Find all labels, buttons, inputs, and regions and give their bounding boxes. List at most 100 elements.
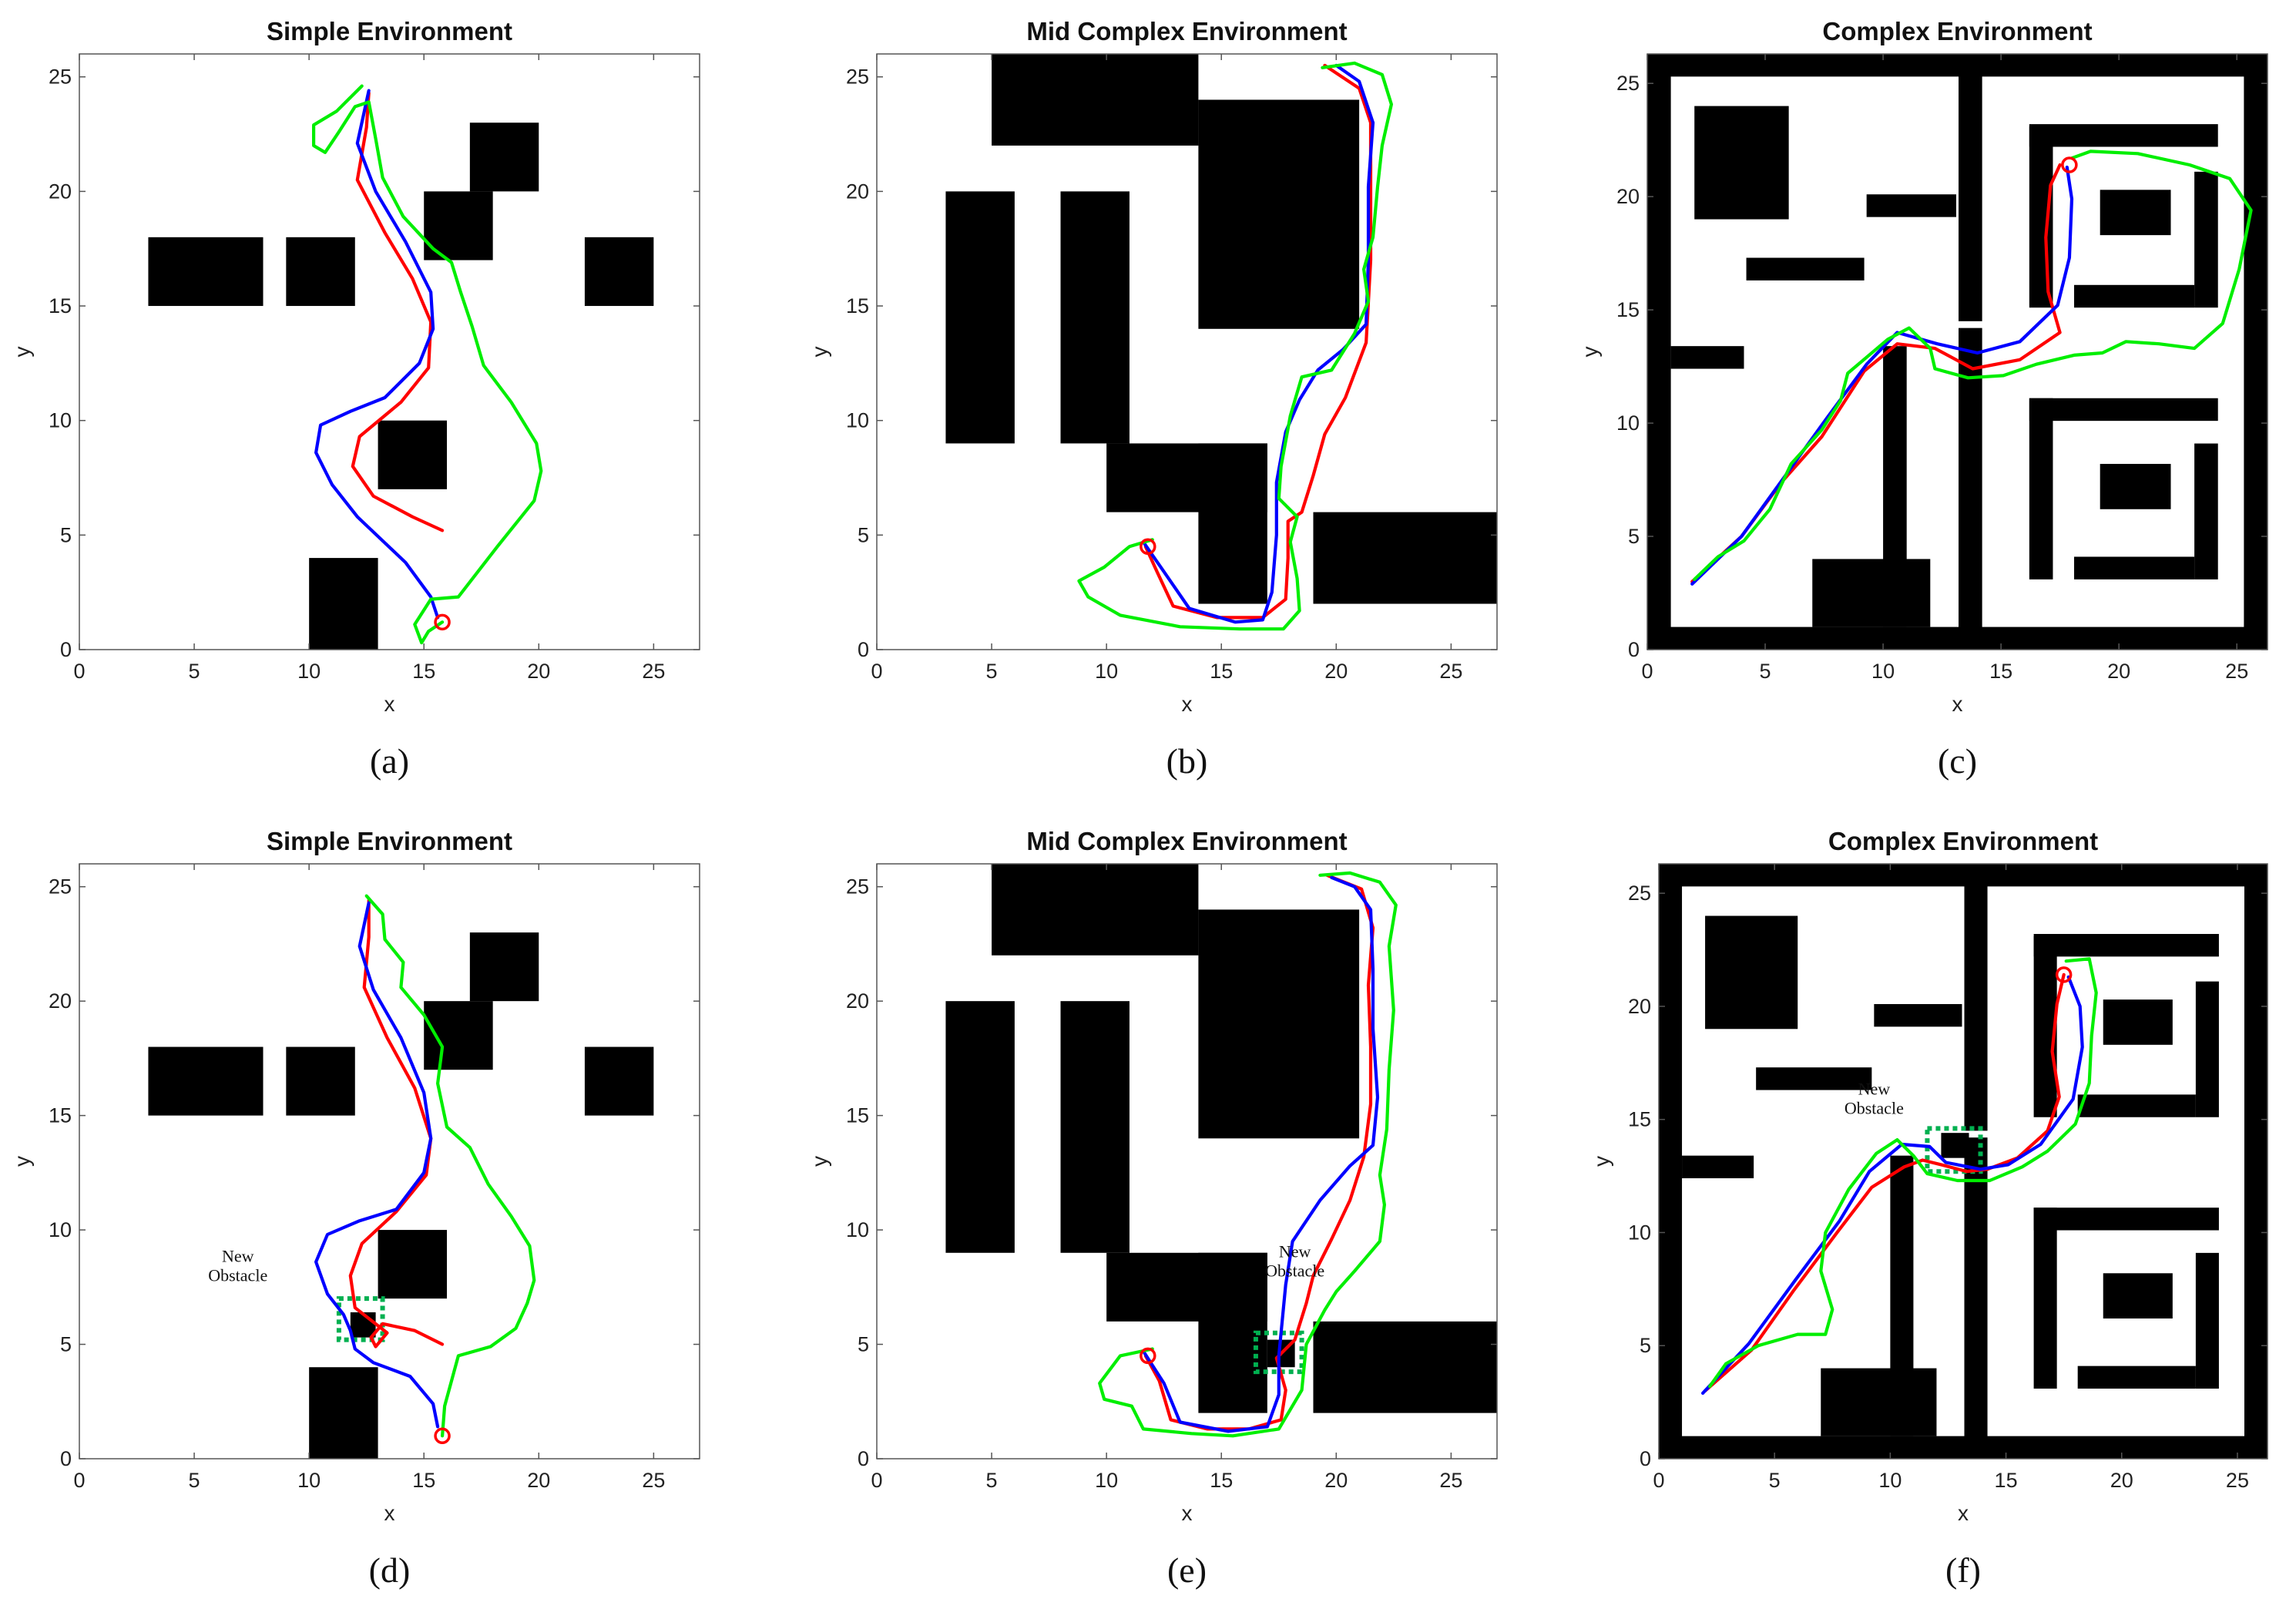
panel-c: 0 5 10 15 20 25 0 5 10 15 20 25 Complex Environment x…	[1578, 17, 2268, 781]
y-axis-label: y	[10, 1156, 34, 1167]
x-tick-label: 20	[527, 1469, 550, 1492]
y-tick-label: 20	[846, 180, 869, 203]
obstacle	[1060, 1001, 1130, 1253]
obstacle	[1682, 1155, 1754, 1179]
y-tick-label: 10	[846, 1218, 869, 1241]
y-tick-label: 20	[49, 180, 72, 203]
y-tick-label: 0	[858, 638, 869, 661]
obstacle	[1313, 1321, 1497, 1413]
obstacle	[1959, 72, 1982, 321]
new-obstacle	[1941, 1133, 1969, 1158]
x-axis-label: x	[1182, 692, 1193, 716]
obstacle	[1705, 915, 1798, 1030]
obstacle	[2029, 398, 2218, 422]
panel-title: Mid Complex Environment	[1026, 827, 1347, 855]
obstacle	[2029, 124, 2218, 147]
axes-frame	[876, 53, 1498, 650]
obstacle	[148, 237, 264, 307]
obstacle	[148, 1046, 264, 1116]
new-obstacle-box	[1925, 1126, 1983, 1174]
y-tick-label: 5	[858, 523, 869, 546]
obstacle	[1812, 559, 1931, 627]
x-tick-label: 5	[1769, 1469, 1781, 1492]
obstacle	[1874, 1003, 1962, 1027]
x-tick-label: 0	[73, 660, 85, 683]
x-tick-label: 10	[1878, 1469, 1902, 1492]
y-axis-label: y	[10, 347, 34, 358]
annotation-text: New	[1858, 1079, 1891, 1098]
obstacle	[1756, 1067, 1872, 1090]
x-tick-label: 20	[1324, 1469, 1348, 1492]
obstacle	[2194, 171, 2218, 308]
y-tick-label: 20	[846, 989, 869, 1013]
obstacle	[2033, 1208, 2057, 1389]
obstacle	[1964, 1137, 1988, 1459]
y-tick-label: 15	[49, 1104, 72, 1127]
x-tick-label: 0	[1653, 1469, 1664, 1492]
path-series-1	[348, 899, 445, 1349]
y-tick-label: 15	[1628, 1108, 1651, 1131]
x-tick-label: 20	[2110, 1469, 2133, 1492]
x-axis-label: x	[384, 692, 395, 716]
path-series-2	[314, 89, 440, 620]
obstacle	[2195, 981, 2219, 1117]
y-axis-label: y	[807, 347, 831, 358]
obstacle	[1198, 99, 1360, 329]
obstacle	[1883, 346, 1907, 627]
obstacle	[1060, 191, 1130, 444]
obstacle	[992, 54, 1199, 146]
x-tick-label: 0	[871, 1469, 882, 1492]
obstacle	[584, 1046, 654, 1116]
y-tick-label: 0	[1628, 638, 1640, 661]
x-tick-label: 0	[1641, 660, 1653, 683]
obstacle	[2244, 54, 2267, 650]
obstacle	[309, 1367, 378, 1459]
y-tick-label: 0	[60, 1447, 72, 1470]
paths	[314, 894, 536, 1438]
y-tick-label: 25	[49, 66, 72, 89]
x-tick-label: 25	[2225, 660, 2248, 683]
obstacle	[945, 1001, 1015, 1253]
obstacles	[1647, 54, 2267, 650]
path-series-3	[312, 84, 543, 645]
obstacle	[1959, 328, 1982, 650]
obstacle	[1659, 1436, 2267, 1459]
obstacle	[469, 932, 539, 1002]
path-series-2	[1141, 63, 1375, 624]
path-series-1	[351, 91, 445, 532]
y-tick-label: 20	[1628, 995, 1651, 1018]
x-tick-label: 15	[412, 1469, 435, 1492]
obstacle	[2074, 284, 2195, 308]
x-tick-label: 0	[871, 660, 882, 683]
x-tick-label: 20	[2107, 660, 2130, 683]
obstacle	[1647, 54, 2267, 77]
obstacles	[945, 54, 1497, 604]
x-tick-label: 5	[189, 660, 200, 683]
y-tick-label: 15	[846, 1104, 869, 1127]
x-tick-label: 15	[1210, 1469, 1233, 1492]
y-tick-label: 0	[60, 638, 72, 661]
obstacle	[1746, 257, 1865, 280]
x-axis-label: x	[1958, 1501, 1969, 1525]
y-tick-label: 25	[1628, 882, 1651, 905]
paths	[1690, 149, 2253, 586]
x-tick-label: 25	[1439, 1469, 1462, 1492]
obstacle	[2077, 1094, 2196, 1117]
x-tick-label: 20	[1324, 660, 1348, 683]
x-tick-label: 10	[297, 1469, 321, 1492]
y-tick-label: 15	[1616, 298, 1640, 321]
axes-frame	[79, 863, 700, 1460]
axes-frame	[1658, 863, 2268, 1460]
goal-marker	[2055, 966, 2073, 983]
obstacle	[469, 123, 539, 192]
obstacle	[1694, 106, 1789, 220]
axes-frame	[1646, 53, 2268, 650]
y-tick-label: 25	[846, 66, 869, 89]
path-series-3	[1077, 61, 1393, 631]
y-tick-label: 10	[49, 409, 72, 432]
x-tick-label: 5	[189, 1469, 200, 1492]
paths	[1098, 871, 1398, 1438]
x-tick-label: 15	[1210, 660, 1233, 683]
x-axis-label: x	[1182, 1501, 1193, 1525]
y-tick-label: 15	[846, 294, 869, 317]
